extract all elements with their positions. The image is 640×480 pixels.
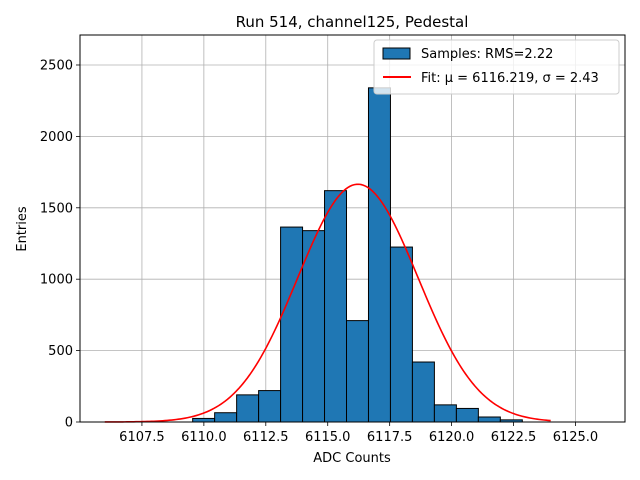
legend-fit-label: Fit: μ = 6116.219, σ = 2.43 — [421, 71, 599, 86]
histogram-bar — [192, 417, 216, 423]
x-tick-label: 6120.0 — [429, 430, 475, 445]
x-axis-label: ADC Counts — [313, 451, 391, 466]
legend-histogram-swatch — [382, 47, 411, 60]
x-axis-ticks: 6107.5 6110.0 6112.5 6115.0 6117.5 6120.0 6122… — [119, 422, 598, 445]
plot-frame — [79, 34, 626, 423]
histogram-bar — [280, 226, 304, 423]
x-tick-label: 6122.5 — [491, 430, 537, 445]
histogram-bar — [324, 190, 348, 423]
gaussian-fit-curve — [104, 183, 551, 423]
x-tick-label: 6125.0 — [553, 430, 599, 445]
x-tick-label: 6112.5 — [243, 430, 289, 445]
chart-title: Run 514, channel125, Pedestal — [236, 13, 469, 31]
y-tick-label: 1500 — [40, 201, 73, 216]
histogram-bar — [346, 320, 369, 423]
legend: Samples: RMS=2.22 Fit: μ = 6116.219, σ =… — [373, 39, 620, 95]
histogram-bar — [389, 246, 413, 423]
histogram-bar — [214, 412, 238, 423]
y-tick-label: 1000 — [40, 273, 73, 288]
x-tick-label: 6107.5 — [119, 430, 165, 445]
fit-curve-group — [104, 183, 551, 423]
legend-histogram-label: Samples: RMS=2.22 — [421, 47, 553, 62]
y-tick-label: 0 — [65, 416, 73, 431]
histogram-bar — [367, 87, 391, 423]
y-tick-label: 500 — [48, 344, 73, 359]
x-tick-label: 6115.0 — [305, 430, 351, 445]
histogram-bar — [455, 407, 479, 423]
histogram-bar — [258, 390, 282, 423]
histogram-bar — [477, 416, 501, 423]
y-tick-label: 2000 — [40, 130, 73, 145]
histogram-bars — [192, 87, 523, 423]
x-tick-label: 6117.5 — [367, 430, 413, 445]
y-axis-ticks: 0 500 1000 1500 2000 2500 — [40, 58, 80, 431]
histogram-bar — [433, 404, 457, 423]
x-tick-label: 6110.0 — [181, 430, 227, 445]
y-tick-label: 2500 — [40, 58, 73, 73]
histogram-bar — [411, 361, 435, 423]
histogram-bar — [236, 394, 260, 423]
y-axis-label: Entries — [15, 206, 30, 252]
legend-box — [373, 39, 620, 95]
